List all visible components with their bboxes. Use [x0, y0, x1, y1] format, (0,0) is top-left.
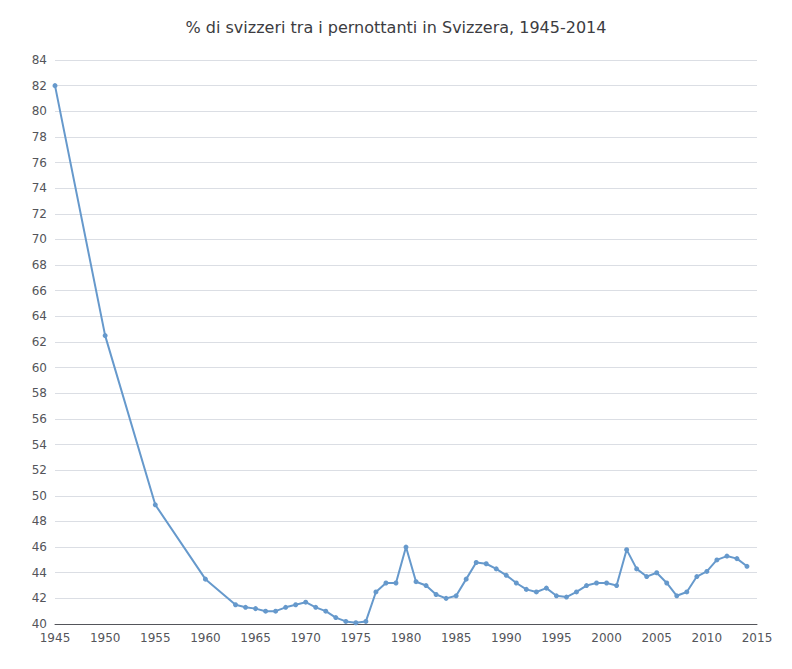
svg-text:1985: 1985: [441, 631, 472, 645]
svg-text:50: 50: [32, 489, 47, 503]
svg-text:40: 40: [32, 617, 47, 631]
svg-text:68: 68: [32, 258, 47, 272]
svg-text:% di svizzeri tra i pernottant: % di svizzeri tra i pernottanti in Svizz…: [186, 18, 607, 37]
svg-text:1990: 1990: [491, 631, 522, 645]
svg-text:54: 54: [32, 438, 47, 452]
svg-text:1950: 1950: [90, 631, 121, 645]
svg-text:80: 80: [32, 104, 47, 118]
svg-text:72: 72: [32, 207, 47, 221]
svg-text:52: 52: [32, 463, 47, 477]
svg-text:42: 42: [32, 591, 47, 605]
svg-text:60: 60: [32, 361, 47, 375]
svg-text:78: 78: [32, 130, 47, 144]
svg-text:1955: 1955: [140, 631, 171, 645]
svg-text:2005: 2005: [641, 631, 672, 645]
svg-text:1980: 1980: [391, 631, 422, 645]
svg-text:1975: 1975: [341, 631, 372, 645]
svg-text:46: 46: [32, 540, 47, 554]
svg-text:58: 58: [32, 386, 47, 400]
svg-text:70: 70: [32, 232, 47, 246]
svg-text:62: 62: [32, 335, 47, 349]
svg-text:44: 44: [32, 566, 47, 580]
svg-text:2000: 2000: [591, 631, 622, 645]
svg-text:64: 64: [32, 309, 47, 323]
svg-text:2015: 2015: [742, 631, 773, 645]
svg-text:82: 82: [32, 79, 47, 93]
svg-text:1965: 1965: [240, 631, 271, 645]
svg-text:48: 48: [32, 514, 47, 528]
svg-text:76: 76: [32, 156, 47, 170]
svg-text:84: 84: [32, 53, 47, 67]
svg-text:56: 56: [32, 412, 47, 426]
svg-text:1960: 1960: [190, 631, 221, 645]
svg-text:74: 74: [32, 181, 47, 195]
svg-text:1970: 1970: [290, 631, 321, 645]
svg-text:1945: 1945: [40, 631, 71, 645]
svg-text:66: 66: [32, 284, 47, 298]
svg-text:2010: 2010: [692, 631, 723, 645]
svg-text:1995: 1995: [541, 631, 572, 645]
